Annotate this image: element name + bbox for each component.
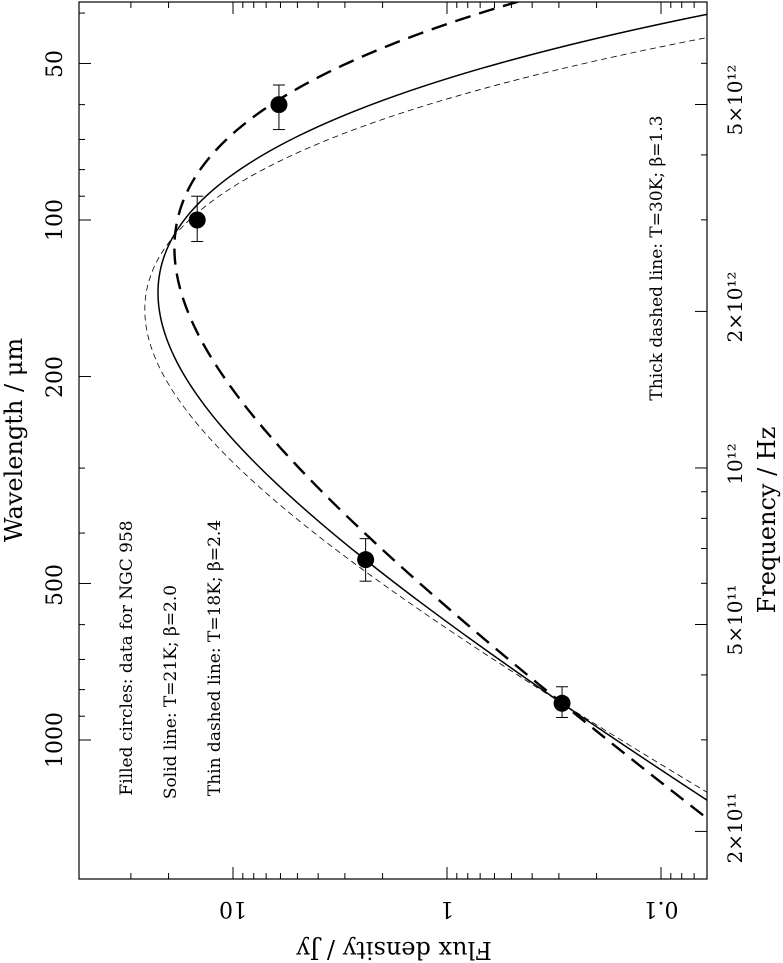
wl-axis-title: Wavelength / μm: [0, 338, 28, 542]
flux-axis-title: Flux density / Jy: [296, 936, 492, 963]
freq-tick-label-1e12: 10¹²: [723, 443, 747, 484]
flux-tick-label-1: 1: [440, 896, 454, 921]
freq-tick-label-5e11: 5×10¹¹: [723, 585, 747, 656]
freq-axis-title: Frequency / Hz: [753, 427, 781, 614]
plot-frame: [78, 1, 708, 880]
curve-solid: [157, 13, 707, 802]
annotation-solid-line: Solid line: T=21K; β=2.0: [161, 585, 181, 799]
wl-tick-label-200: 200: [43, 356, 68, 398]
annotation-data-caption: Filled circles: data for NGC 958: [117, 520, 137, 795]
data-point: [188, 211, 206, 229]
curves-group: [144, 2, 707, 820]
ticks-group: [79, 2, 707, 879]
flux-tick-label-0.1: 0.1: [644, 896, 679, 921]
freq-tick-label-2e12: 2×10¹²: [723, 272, 747, 343]
curve-thick-dashed: [173, 2, 707, 820]
points-group: [188, 84, 571, 718]
wl-tick-label-1000: 1000: [43, 712, 68, 768]
data-point: [553, 694, 571, 712]
wl-tick-label-500: 500: [43, 564, 68, 606]
freq-tick-label-5e12: 5×10¹²: [723, 65, 747, 136]
curve-thin-dashed: [144, 37, 707, 793]
data-point: [357, 551, 375, 569]
wl-tick-label-50: 50: [43, 50, 68, 78]
data-point: [270, 96, 288, 114]
wl-tick-label-100: 100: [43, 199, 68, 241]
flux-tick-label-10: 10: [219, 896, 247, 921]
annotation-thick-dashed: Thick dashed line: T=30K; β=1.3: [647, 115, 667, 400]
freq-tick-label-2e11: 2×10¹¹: [723, 793, 747, 864]
annotation-thin-dashed: Thin dashed line: T=18K; β=2.4: [205, 520, 225, 796]
